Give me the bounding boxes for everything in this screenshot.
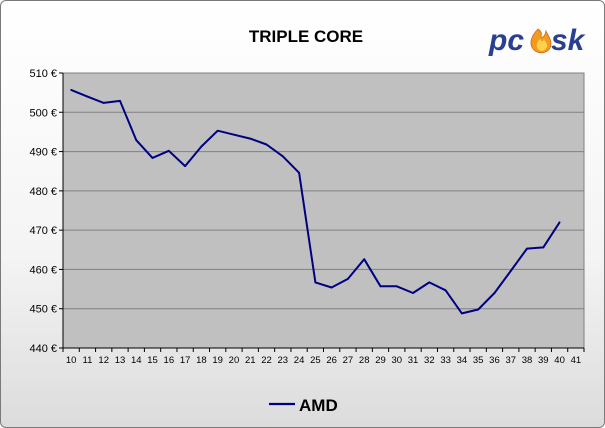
y-tick-label: 500 € [29,107,57,119]
x-tick-label: 12 [98,355,109,366]
data-point [216,129,219,132]
x-tick-label: 20 [229,355,240,366]
x-tick-label: 29 [375,355,386,366]
y-tick-label: 490 € [29,147,57,159]
data-point [298,171,300,174]
x-tick-label: 28 [359,355,370,366]
x-tick-label: 30 [391,355,402,366]
data-point [379,285,382,288]
x-tick-label: 22 [261,355,272,366]
flame-icon [530,28,552,54]
x-tick-label: 31 [408,355,419,366]
data-point [347,277,349,280]
x-tick-label: 33 [440,355,451,366]
data-point [184,165,187,168]
data-point [265,143,268,146]
y-tick-label: 470 € [29,225,57,237]
x-tick-label: 13 [115,355,126,366]
y-tick-label: 460 € [29,264,57,276]
x-tick-label: 14 [131,355,142,366]
data-point [151,156,154,159]
data-point [281,155,284,158]
y-tick-label: 480 € [29,186,57,198]
y-tick-label: 440 € [29,343,57,355]
x-tick-label: 35 [473,355,484,366]
data-point [102,101,105,104]
data-point [428,281,431,284]
x-tick-label: 17 [180,355,191,366]
logo-text-pc: pc [488,24,524,57]
y-tick-label: 510 € [29,68,57,80]
data-point [70,88,73,91]
data-point [119,99,121,102]
x-tick-label: 27 [343,355,354,366]
x-tick-label: 11 [82,355,92,366]
series-group [70,88,561,315]
plot-area [62,72,585,349]
y-axis: 440 € 450 € 460 € 470 € 480 € 490 € 500 € 510 € [29,68,63,355]
x-tick-label: 38 [522,355,533,366]
x-tick-label: 15 [147,355,158,366]
x-tick-label: 21 [245,355,256,366]
data-point [314,281,317,284]
data-point [135,139,138,142]
data-point [542,246,545,249]
x-tick-label: 32 [424,355,435,366]
x-tick-label: 19 [212,355,223,366]
data-point [395,285,398,288]
pcask-logo: pc sk [488,24,586,57]
data-point [86,95,89,98]
data-point [233,133,235,136]
legend-label-amd: AMD [299,396,338,415]
x-tick-label: 36 [489,355,500,366]
x-tick-label: 16 [164,355,175,366]
gridlines [63,111,584,310]
x-tick-label: 24 [294,355,305,366]
x-tick-label: 25 [310,355,321,366]
data-point [444,289,447,292]
data-point [493,292,496,294]
data-point [200,145,203,148]
x-axis: 10 11 12 13 14 15 16 17 18 19 20 21 22 23 24 25 26 27 28 29… [62,73,585,366]
x-tick-label: 37 [505,355,516,366]
data-point [249,137,252,140]
data-point [526,247,528,250]
legend: AMD [269,396,338,415]
x-tick-label: 18 [196,355,207,366]
x-tick-label: 40 [554,355,565,366]
x-tick-label: 39 [538,355,549,366]
data-point [460,312,463,315]
x-tick-label: 26 [326,355,337,366]
data-point [412,292,414,294]
x-tick-label: 23 [278,355,289,366]
x-tick-label: 41 [571,355,582,366]
data-point [558,221,561,224]
x-tick-label: 10 [66,355,77,366]
logo-text-sk: sk [551,24,586,57]
y-tick-label: 450 € [29,304,57,316]
data-point [509,270,512,272]
data-point [167,149,170,152]
data-point [477,308,480,311]
x-tick-label: 34 [457,355,468,366]
data-point [330,286,333,289]
chart-title: TRIPLE CORE [249,27,363,46]
data-point [363,258,366,261]
